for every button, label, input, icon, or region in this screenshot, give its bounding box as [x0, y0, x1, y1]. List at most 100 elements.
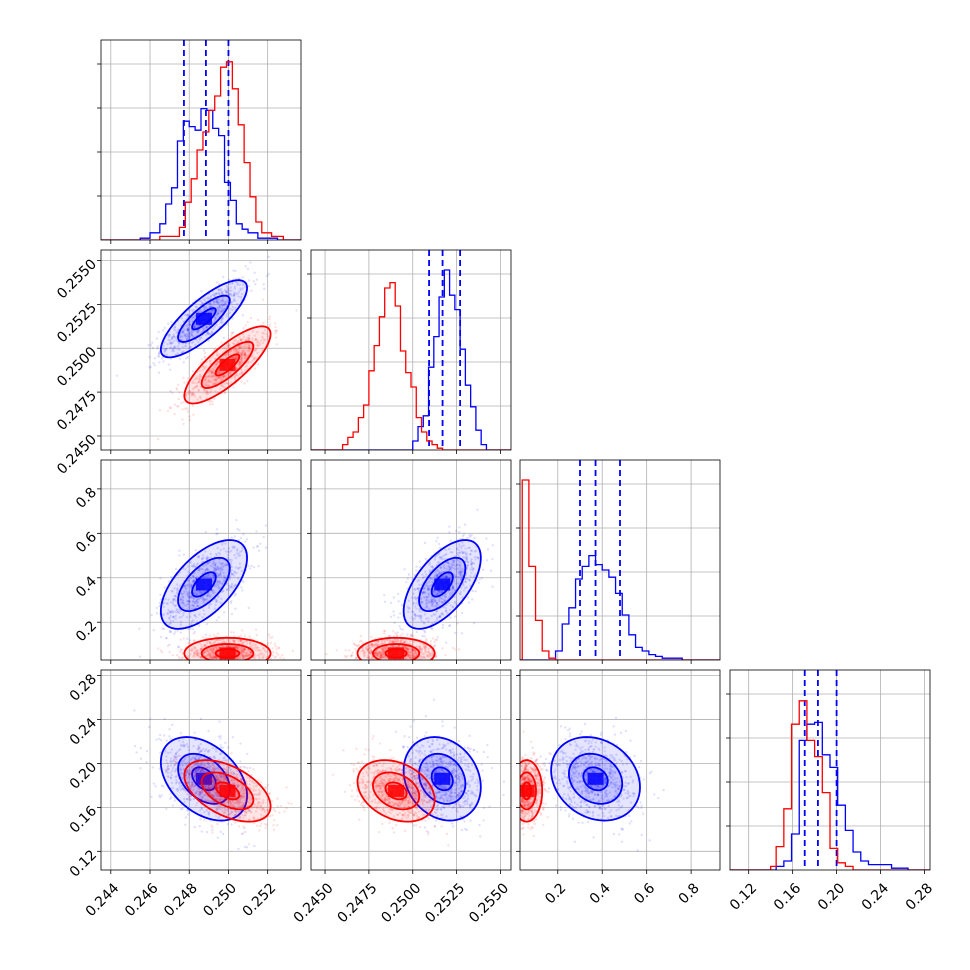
scatter-point [366, 653, 370, 657]
scatter-point [211, 591, 215, 595]
scatter-panel-3-1: 0.20.40.60.8 [73, 459, 302, 664]
scatter-point [443, 594, 446, 598]
scatter-point [220, 568, 224, 571]
scatter-point [233, 287, 237, 290]
scatter-point [246, 642, 249, 645]
scatter-point [181, 330, 184, 333]
scatter-point [192, 579, 195, 582]
scatter-point [200, 807, 204, 811]
scatter-point [206, 594, 210, 598]
density-peak-1 [434, 578, 451, 591]
scatter-point [374, 651, 378, 654]
scatter-point [215, 565, 219, 569]
scatter-point [370, 643, 373, 647]
scatter-point [167, 580, 171, 583]
scatter-point [233, 285, 236, 288]
scatter-point [220, 582, 224, 586]
scatter-point [222, 576, 226, 580]
scatter-point [207, 606, 211, 609]
scatter-point [192, 639, 195, 642]
scatter-point [458, 530, 461, 534]
scatter-point [457, 549, 460, 552]
scatter-point [217, 377, 220, 380]
scatter-point [210, 369, 213, 373]
scatter-point [242, 654, 246, 658]
scatter-point [204, 633, 208, 637]
scatter-point [216, 371, 219, 374]
scatter-point [442, 564, 446, 567]
scatter-point [406, 633, 409, 636]
scatter-point [412, 655, 415, 658]
scatter-point [235, 518, 238, 522]
scatter-point [452, 561, 456, 565]
scatter-point [438, 590, 441, 593]
scatter-point [370, 649, 373, 652]
scatter-point [419, 657, 422, 660]
scatter-point [197, 381, 200, 384]
scatter-point [412, 602, 415, 606]
panel-content [115, 255, 298, 441]
scatter-point [467, 601, 471, 604]
scatter-point [175, 388, 179, 391]
scatter-point [192, 605, 195, 608]
scatter-point [165, 807, 168, 811]
scatter-point [239, 353, 243, 356]
scatter-point [409, 640, 412, 643]
scatter-point [207, 384, 210, 387]
scatter-point [236, 548, 239, 551]
scatter-point [231, 736, 235, 739]
scatter-point [189, 561, 192, 564]
scatter-point [208, 766, 211, 769]
scatter-point [398, 612, 402, 615]
scatter-point [433, 571, 437, 574]
scatter-point [176, 629, 180, 632]
scatter-point [171, 336, 174, 339]
scatter-point [195, 651, 198, 655]
scatter-point [453, 601, 456, 605]
scatter-point [455, 548, 459, 551]
scatter-point [205, 384, 209, 387]
scatter-point [229, 371, 232, 375]
scatter-point [174, 753, 177, 756]
scatter-point [164, 347, 167, 351]
scatter-point [179, 597, 183, 600]
scatter-point [458, 563, 461, 567]
scatter-point [430, 597, 433, 601]
scatter-point [455, 582, 458, 585]
scatter-point [206, 390, 209, 394]
scatter-point [226, 807, 230, 811]
scatter-point [191, 404, 195, 407]
scatter-point [229, 601, 233, 604]
scatter-point [444, 595, 448, 599]
scatter-point [425, 596, 429, 599]
scatter-point [242, 650, 245, 654]
scatter-point [177, 645, 180, 648]
scatter-point [190, 649, 193, 652]
scatter-point [203, 749, 207, 753]
scatter-point [274, 645, 277, 648]
contour-line-1 [191, 571, 217, 598]
scatter-point [193, 639, 196, 642]
scatter-point [175, 751, 178, 755]
scatter-point [259, 542, 262, 545]
scatter-point [190, 394, 193, 398]
scatter-point [239, 346, 242, 349]
scatter-point [172, 335, 175, 338]
scatter-point [178, 348, 181, 352]
scatter-point [264, 524, 268, 527]
scatter-point [208, 310, 211, 314]
scatter-point [410, 648, 414, 651]
scatter-point [223, 346, 227, 349]
scatter-point [215, 657, 218, 660]
scatter-point [197, 746, 201, 749]
scatter-point [223, 303, 227, 306]
scatter-point [167, 598, 170, 601]
scatter-point [235, 646, 238, 649]
scatter-point [382, 632, 386, 635]
scatter-point [216, 311, 220, 314]
scatter-point [212, 561, 215, 565]
scatter-point [456, 558, 460, 562]
scatter-point [221, 568, 224, 571]
scatter-point [185, 771, 189, 774]
scatter-point [241, 547, 244, 550]
